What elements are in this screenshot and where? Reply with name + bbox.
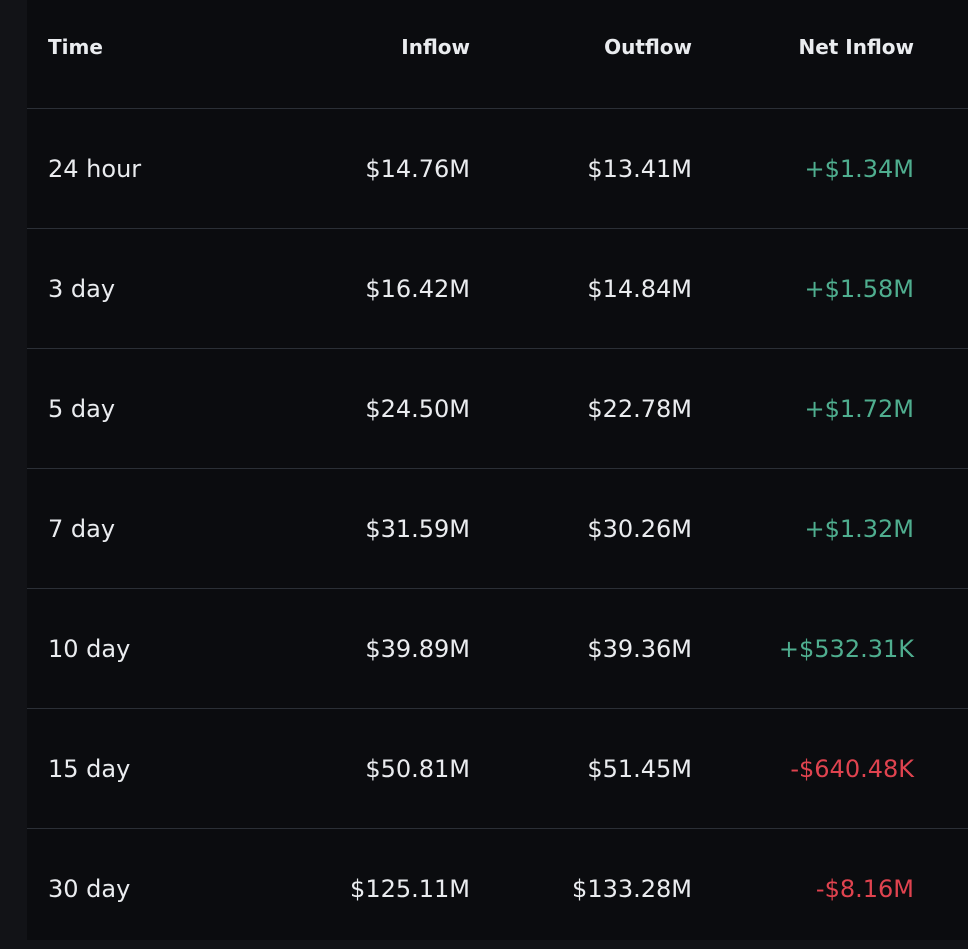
row-outflow: $39.36M bbox=[587, 634, 692, 663]
row-time: 15 day bbox=[48, 754, 131, 783]
row-net-inflow: +$1.58M bbox=[804, 274, 914, 303]
row-net-inflow: +$1.32M bbox=[804, 514, 914, 543]
header-net-inflow[interactable]: Net Inflow bbox=[798, 35, 914, 59]
row-inflow: $125.11M bbox=[350, 875, 470, 903]
table-header: Time Inflow Outflow Net Inflow bbox=[27, 0, 968, 109]
row-net-inflow: +$532.31K bbox=[778, 634, 914, 663]
table-row: 10 day $39.89M $39.36M +$532.31K bbox=[27, 589, 968, 709]
row-time: 10 day bbox=[48, 634, 131, 663]
row-outflow: $13.41M bbox=[587, 154, 692, 183]
table-row: 24 hour $14.76M $13.41M +$1.34M bbox=[27, 109, 968, 229]
header-inflow[interactable]: Inflow bbox=[401, 35, 470, 59]
row-time: 3 day bbox=[48, 274, 116, 303]
row-inflow: $39.89M bbox=[365, 634, 470, 663]
row-outflow: $14.84M bbox=[587, 274, 692, 303]
row-inflow: $16.42M bbox=[365, 274, 470, 303]
row-net-inflow: -$8.16M bbox=[815, 875, 914, 903]
row-inflow: $31.59M bbox=[365, 514, 470, 543]
row-inflow: $50.81M bbox=[365, 754, 470, 783]
row-net-inflow: -$640.48K bbox=[790, 754, 914, 783]
table-row: 15 day $50.81M $51.45M -$640.48K bbox=[27, 709, 968, 829]
table-row: 5 day $24.50M $22.78M +$1.72M bbox=[27, 349, 968, 469]
table-row: 7 day $31.59M $30.26M +$1.32M bbox=[27, 469, 968, 589]
row-outflow: $22.78M bbox=[587, 394, 692, 423]
row-net-inflow: +$1.72M bbox=[804, 394, 914, 423]
flow-table: Time Inflow Outflow Net Inflow 24 hour $… bbox=[27, 0, 968, 940]
row-outflow: $133.28M bbox=[572, 875, 692, 903]
header-time[interactable]: Time bbox=[48, 35, 103, 59]
row-time: 5 day bbox=[48, 394, 116, 423]
header-outflow[interactable]: Outflow bbox=[604, 35, 692, 59]
table-row: 30 day $125.11M $133.28M -$8.16M bbox=[27, 829, 968, 949]
row-outflow: $51.45M bbox=[587, 754, 692, 783]
row-time: 24 hour bbox=[48, 154, 142, 183]
row-time: 30 day bbox=[48, 875, 131, 903]
row-outflow: $30.26M bbox=[587, 514, 692, 543]
table-row: 3 day $16.42M $14.84M +$1.58M bbox=[27, 229, 968, 349]
row-inflow: $24.50M bbox=[365, 394, 470, 423]
row-net-inflow: +$1.34M bbox=[804, 154, 914, 183]
row-time: 7 day bbox=[48, 514, 116, 543]
row-inflow: $14.76M bbox=[365, 154, 470, 183]
